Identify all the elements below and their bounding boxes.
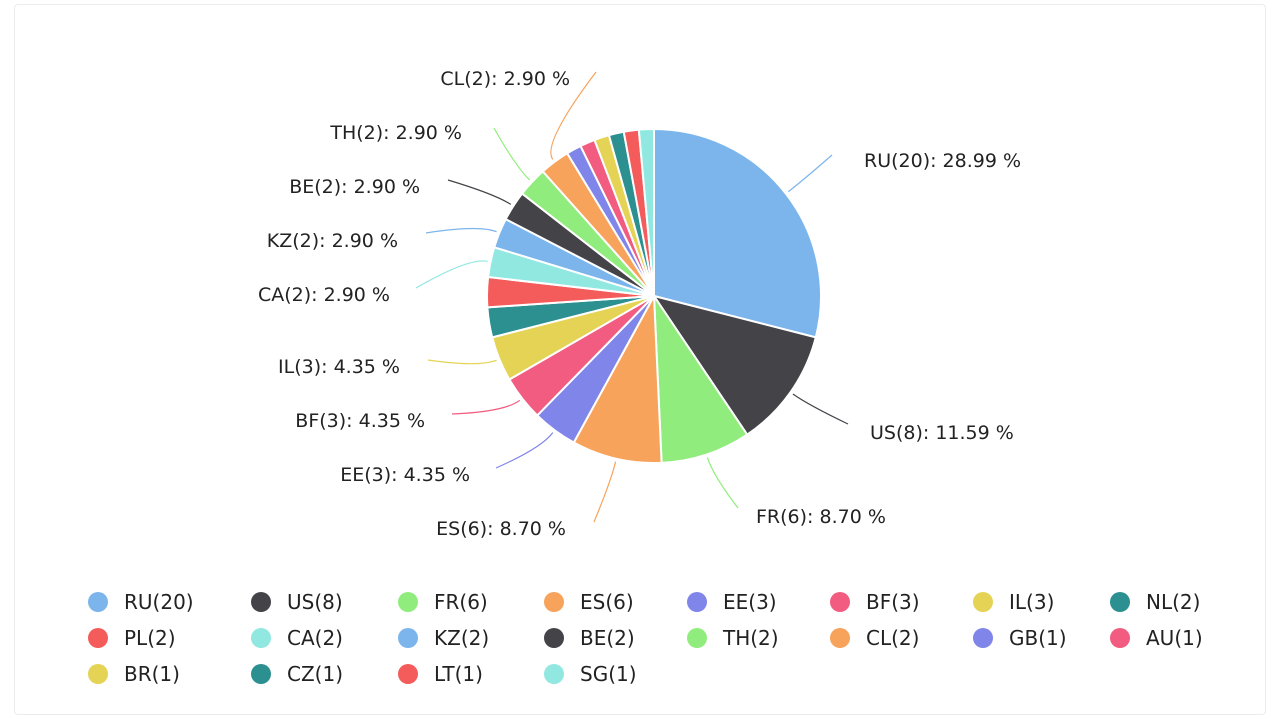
connector-fr: [706, 457, 739, 509]
legend-marker: [88, 628, 108, 648]
connector-th: [493, 127, 531, 181]
connector-es: [593, 461, 617, 523]
data-label-il: IL(3): 4.35 %: [278, 356, 400, 378]
legend-marker: [687, 628, 707, 648]
legend-label: SG(1): [580, 662, 637, 686]
legend-marker: [251, 592, 271, 612]
legend-label: AU(1): [1146, 626, 1203, 650]
data-label-ee: EE(3): 4.35 %: [340, 464, 470, 486]
connector-ca: [415, 260, 488, 289]
connector-us: [792, 393, 849, 425]
legend-item-kz[interactable]: KZ(2): [398, 626, 489, 650]
pie-slices: [486, 127, 822, 464]
legend-marker: [544, 664, 564, 684]
legend-label: CL(2): [866, 626, 919, 650]
legend-item-es[interactable]: ES(6): [544, 590, 634, 614]
legend-item-cl[interactable]: CL(2): [830, 626, 919, 650]
connector-cl: [550, 71, 597, 160]
label-connectors: [415, 71, 849, 523]
legend-item-br[interactable]: BR(1): [88, 662, 180, 686]
legend-item-nl[interactable]: NL(2): [1110, 590, 1200, 614]
data-label-th: TH(2): 2.90 %: [329, 122, 462, 144]
connector-ru: [787, 154, 833, 193]
legend-marker: [544, 592, 564, 612]
connector-be: [447, 179, 512, 205]
legend-label: KZ(2): [434, 626, 489, 650]
legend-label: CZ(1): [287, 662, 343, 686]
legend-label: BR(1): [124, 662, 180, 686]
data-label-es: ES(6): 8.70 %: [436, 518, 566, 540]
legend-label: LT(1): [434, 662, 483, 686]
legend-marker: [1110, 592, 1130, 612]
legend-item-fr[interactable]: FR(6): [398, 590, 488, 614]
legend-item-au[interactable]: AU(1): [1110, 626, 1203, 650]
legend-marker: [830, 592, 850, 612]
legend-marker: [398, 664, 418, 684]
legend-item-lt[interactable]: LT(1): [398, 662, 483, 686]
legend-item-bf[interactable]: BF(3): [830, 590, 920, 614]
data-label-ru: RU(20): 28.99 %: [864, 150, 1021, 172]
legend-label: ES(6): [580, 590, 634, 614]
connector-bf: [451, 399, 521, 415]
legend-item-be[interactable]: BE(2): [544, 626, 635, 650]
data-label-cl: CL(2): 2.90 %: [440, 68, 570, 90]
legend-label: CA(2): [287, 626, 343, 650]
data-label-ca: CA(2): 2.90 %: [258, 284, 390, 306]
legend-item-us[interactable]: US(8): [251, 590, 343, 614]
legend-label: TH(2): [722, 626, 779, 650]
legend-item-th[interactable]: TH(2): [687, 626, 779, 650]
pie-slice-fr[interactable]: [653, 295, 749, 464]
legend-label: PL(2): [124, 626, 176, 650]
legend-label: RU(20): [124, 590, 194, 614]
legend-marker: [251, 664, 271, 684]
legend-marker: [398, 628, 418, 648]
legend-label: FR(6): [434, 590, 488, 614]
legend-item-ca[interactable]: CA(2): [251, 626, 343, 650]
legend-label: BE(2): [580, 626, 635, 650]
connector-il: [427, 359, 497, 365]
data-labels: RU(20): 28.99 % US(8): 11.59 % FR(6): 8.70…: [258, 68, 1021, 540]
legend-marker: [1110, 628, 1130, 648]
legend: RU(20) US(8) FR(6) ES(6) EE(3) BF(3) IL(3) NL(2…: [88, 590, 1203, 686]
pie-slice-es[interactable]: [572, 295, 663, 464]
connector-kz: [425, 227, 497, 234]
legend-label: BF(3): [866, 590, 920, 614]
chart-frame: [14, 4, 1266, 715]
legend-label: NL(2): [1146, 590, 1200, 614]
legend-item-pl[interactable]: PL(2): [88, 626, 176, 650]
legend-marker: [88, 664, 108, 684]
pie-slice-sg[interactable]: [637, 127, 655, 297]
data-label-fr: FR(6): 8.70 %: [756, 506, 886, 528]
legend-marker: [88, 592, 108, 612]
legend-item-il[interactable]: IL(3): [973, 590, 1054, 614]
legend-marker: [830, 628, 850, 648]
legend-item-ee[interactable]: EE(3): [687, 590, 777, 614]
legend-marker: [251, 628, 271, 648]
data-label-us: US(8): 11.59 %: [870, 422, 1014, 444]
data-label-kz: KZ(2): 2.90 %: [267, 230, 398, 252]
legend-marker: [544, 628, 564, 648]
legend-item-sg[interactable]: SG(1): [544, 662, 637, 686]
legend-item-gb[interactable]: GB(1): [973, 626, 1067, 650]
legend-label: IL(3): [1009, 590, 1054, 614]
data-label-be: BE(2): 2.90 %: [289, 176, 420, 198]
legend-item-cz[interactable]: CZ(1): [251, 662, 343, 686]
legend-label: US(8): [287, 590, 343, 614]
pie-slice-ru[interactable]: [653, 128, 822, 339]
data-label-bf: BF(3): 4.35 %: [295, 410, 425, 432]
legend-marker: [973, 592, 993, 612]
pie-slice-us[interactable]: [653, 295, 817, 436]
legend-label: GB(1): [1009, 626, 1067, 650]
legend-marker: [398, 592, 418, 612]
legend-marker: [687, 592, 707, 612]
legend-item-ru[interactable]: RU(20): [88, 590, 194, 614]
legend-marker: [973, 628, 993, 648]
connector-ee: [495, 432, 554, 469]
legend-label: EE(3): [723, 590, 777, 614]
